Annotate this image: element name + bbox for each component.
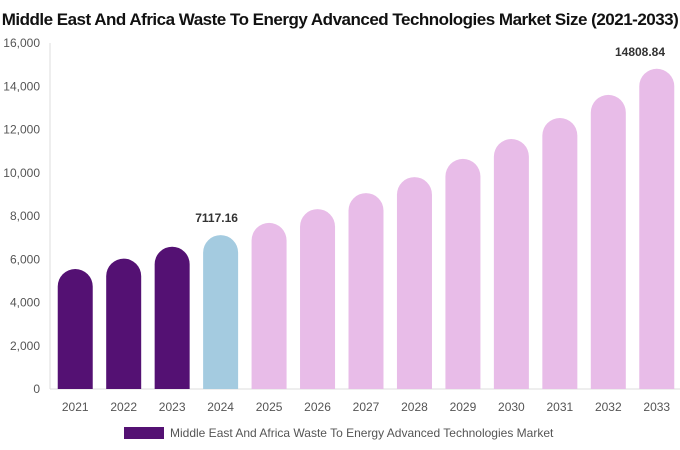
- y-tick-label: 2,000: [10, 339, 40, 353]
- bar-2029: [445, 158, 481, 389]
- legend-label: Middle East And Africa Waste To Energy A…: [170, 426, 554, 440]
- y-tick-label: 16,000: [3, 36, 40, 50]
- bar-2023: [154, 246, 190, 389]
- x-tick-label: 2021: [62, 400, 89, 414]
- x-tick-label: 2026: [304, 400, 331, 414]
- bar-2027: [348, 193, 384, 389]
- x-tick-label: 2028: [401, 400, 428, 414]
- bar-2024: [203, 235, 239, 389]
- legend-swatch: [124, 427, 164, 439]
- bar-2030: [493, 139, 529, 389]
- bar-2031: [542, 118, 578, 389]
- chart-title: Middle East And Africa Waste To Energy A…: [1, 10, 679, 29]
- x-tick-label: 2031: [546, 400, 573, 414]
- x-tick-label: 2033: [643, 400, 670, 414]
- x-tick-label: 2029: [450, 400, 477, 414]
- y-tick-label: 6,000: [10, 252, 40, 266]
- bar-2021: [57, 268, 93, 389]
- x-tick-label: 2023: [159, 400, 186, 414]
- x-tick-label: 2025: [256, 400, 283, 414]
- bar-2025: [251, 222, 287, 389]
- data-label: 14808.84: [615, 45, 665, 59]
- x-tick-label: 2030: [498, 400, 525, 414]
- x-tick-label: 2027: [353, 400, 380, 414]
- y-tick-label: 8,000: [10, 209, 40, 223]
- y-tick-label: 0: [33, 382, 40, 396]
- x-tick-label: 2024: [207, 400, 234, 414]
- y-tick-label: 14,000: [3, 79, 40, 93]
- x-tick-label: 2032: [595, 400, 622, 414]
- y-tick-label: 12,000: [3, 123, 40, 137]
- bar-2026: [300, 209, 336, 389]
- y-tick-label: 4,000: [10, 296, 40, 310]
- bar-2022: [106, 258, 142, 389]
- x-tick-label: 2022: [110, 400, 137, 414]
- y-tick-label: 10,000: [3, 166, 40, 180]
- data-label: 7117.16: [195, 211, 238, 225]
- bar-2033: [639, 68, 675, 389]
- legend: Middle East And Africa Waste To Energy A…: [124, 426, 664, 440]
- bar-2032: [590, 94, 626, 390]
- bar-2028: [396, 177, 432, 389]
